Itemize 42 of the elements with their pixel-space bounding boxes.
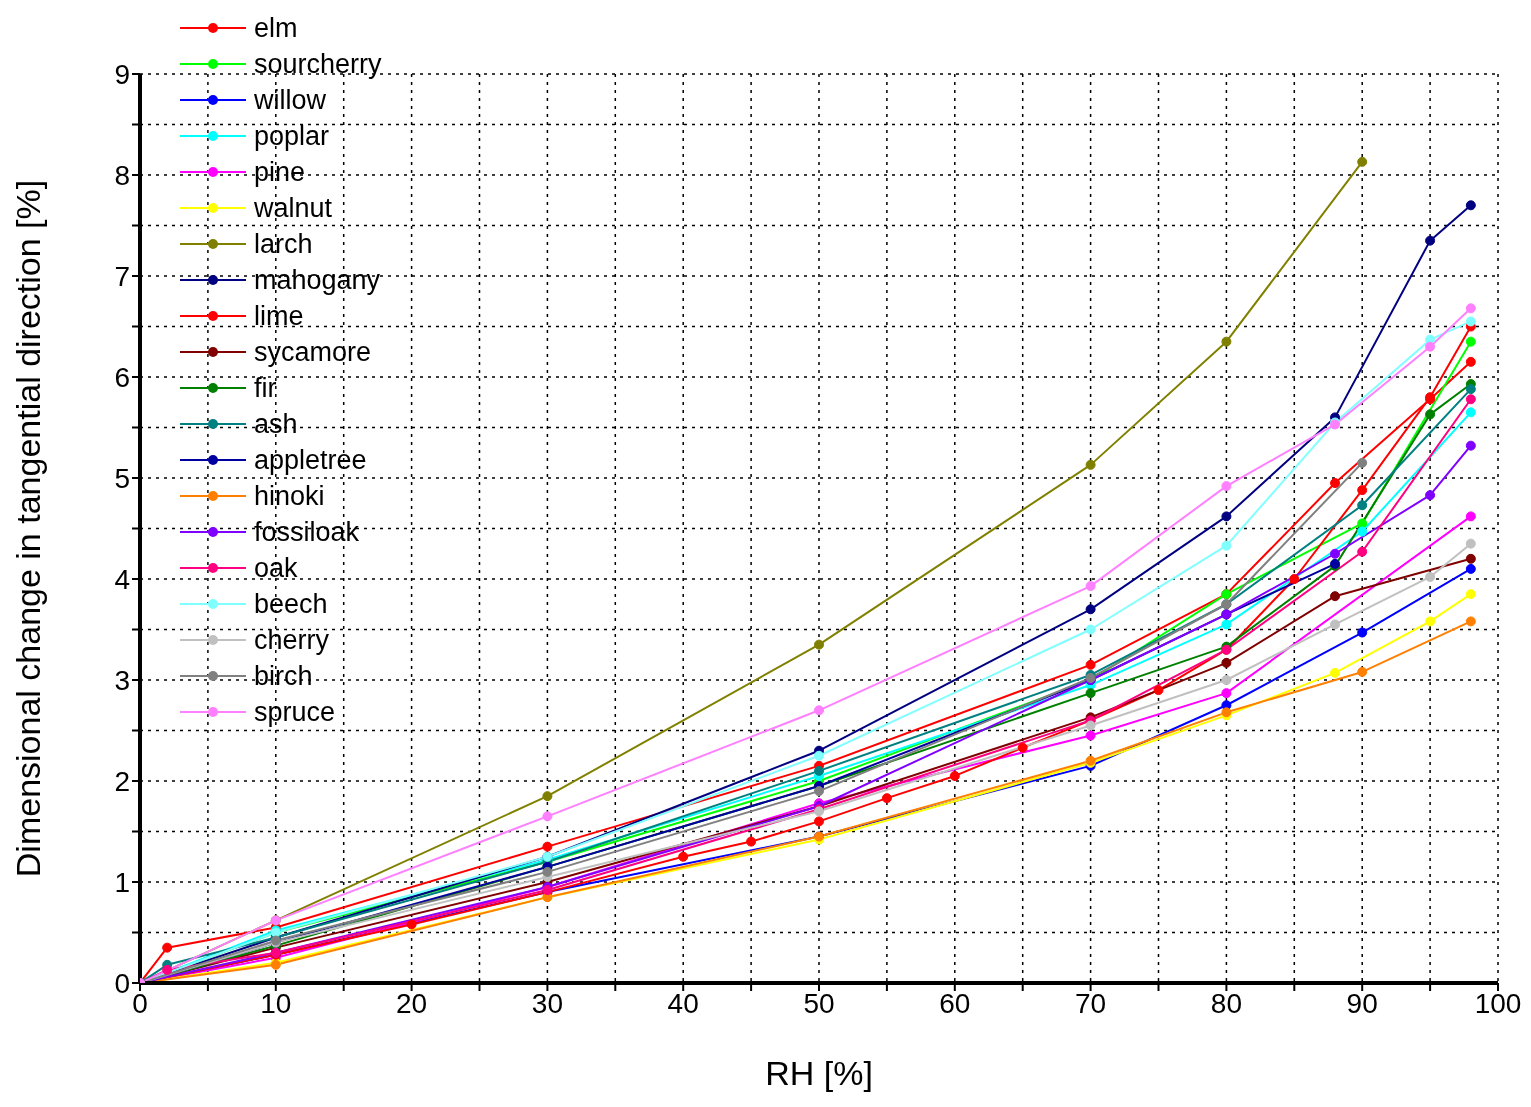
- x-tick-label: 90: [1346, 987, 1378, 1019]
- x-tick-label: 80: [1210, 987, 1242, 1019]
- legend-label: lime: [254, 300, 304, 333]
- x-tick-label: 40: [667, 987, 699, 1019]
- legend-label: walnut: [254, 192, 333, 225]
- x-tick-label: 70: [1075, 987, 1107, 1019]
- legend-label: oak: [254, 552, 298, 585]
- legend-label: ash: [254, 408, 298, 441]
- legend-label: birch: [254, 660, 313, 693]
- y-tick-label: 2: [114, 765, 130, 797]
- x-tick-label: 20: [396, 987, 428, 1019]
- legend-label: larch: [254, 228, 313, 261]
- legend-label: appletree: [254, 444, 367, 477]
- legend-label: beech: [254, 588, 328, 621]
- x-tick-label: 10: [260, 987, 292, 1019]
- legend-label: fir: [254, 372, 277, 405]
- legend-label: sycamore: [254, 336, 372, 369]
- y-axis-title: Dimensional change in tangential direction [%]: [9, 179, 48, 878]
- y-tick-label: 4: [114, 563, 130, 595]
- legend-label: sourcherry: [254, 48, 382, 81]
- legend-label: willow: [254, 84, 327, 117]
- legend-label: mahogany: [254, 264, 381, 297]
- x-tick-label: 100: [1474, 987, 1522, 1019]
- y-tick-label: 1: [114, 866, 130, 898]
- y-tick-label: 8: [114, 159, 130, 191]
- x-tick-label: 60: [939, 987, 971, 1019]
- y-tick-label: 0: [114, 967, 130, 999]
- legend-label: fossiloak: [254, 516, 360, 549]
- legend-label: poplar: [254, 120, 330, 153]
- legend-label: cherry: [254, 624, 330, 657]
- y-tick-label: 3: [114, 664, 130, 696]
- y-tick-label: 7: [114, 260, 130, 292]
- y-tick-label: 9: [114, 58, 130, 90]
- legend-label: hinoki: [254, 480, 325, 513]
- x-tick-label: 30: [531, 987, 563, 1019]
- y-tick-label: 5: [114, 462, 130, 494]
- x-axis-title: RH [%]: [765, 1054, 873, 1092]
- legend-label: spruce: [254, 696, 336, 729]
- legend-label: elm: [254, 12, 298, 45]
- x-tick-label: 50: [803, 987, 835, 1019]
- y-tick-label: 6: [114, 361, 130, 393]
- legend-label: pine: [254, 156, 306, 189]
